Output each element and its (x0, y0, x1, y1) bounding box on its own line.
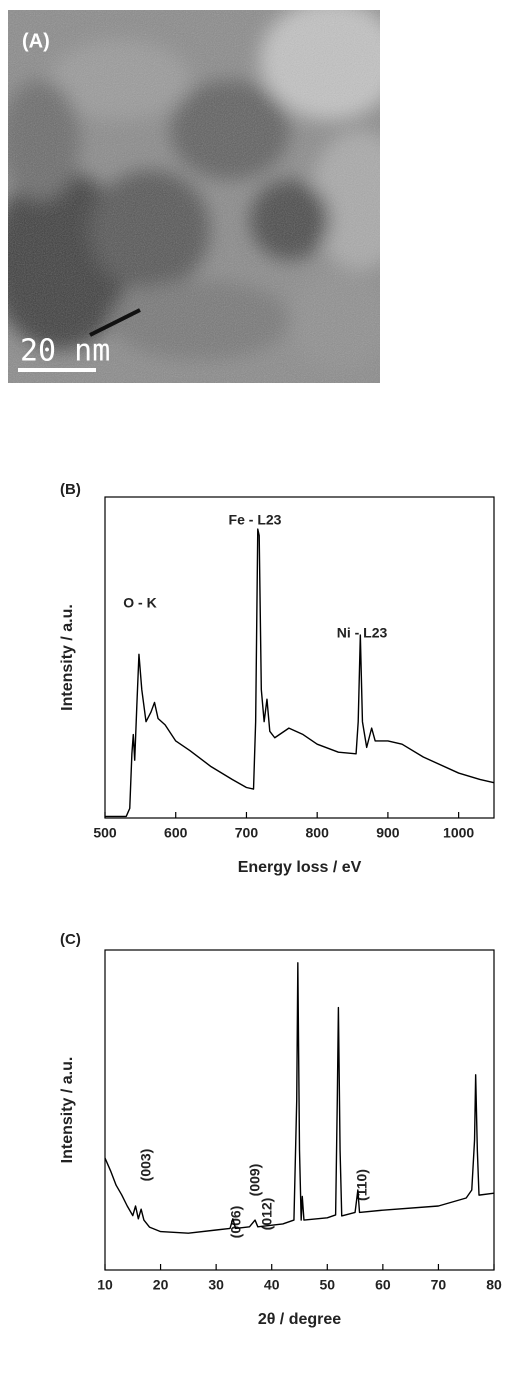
y-axis-label: Intensity / a.u. (59, 1057, 76, 1164)
panel-label: (C) (60, 931, 81, 948)
x-tick-label: 600 (164, 825, 188, 841)
x-axis-label: Energy loss / eV (238, 859, 362, 876)
plot-frame (104, 949, 495, 1271)
spectrum-line (104, 962, 495, 1234)
x-tick-label: 500 (93, 825, 117, 841)
x-tick-label: 30 (208, 1277, 224, 1293)
peak-annotation: (006) (228, 1206, 244, 1239)
x-tick-label: 20 (153, 1277, 169, 1293)
x-tick-label: 80 (486, 1277, 502, 1293)
y-axis-label: Intensity / a.u. (59, 604, 76, 711)
x-tick-label: 800 (306, 825, 330, 841)
spectrum-line (105, 528, 495, 818)
x-tick-label: 10 (97, 1277, 113, 1293)
peak-annotation: O - K (123, 595, 156, 611)
plot-frame (104, 496, 495, 819)
tem-image: (A) 20 nm (8, 10, 380, 383)
peak-annotation: (012) (259, 1198, 275, 1231)
scale-bar-label: 20 nm (20, 334, 110, 369)
peak-annotation: (009) (247, 1164, 263, 1197)
x-tick-label: 40 (264, 1277, 280, 1293)
x-tick-label: 60 (375, 1277, 391, 1293)
x-tick-label: 700 (235, 825, 259, 841)
peak-annotation: Ni - L23 (337, 625, 388, 641)
panel-label: (B) (60, 481, 81, 498)
peak-annotation: (003) (138, 1149, 154, 1182)
x-tick-label: 900 (376, 825, 400, 841)
peak-annotation: Fe - L23 (229, 512, 282, 528)
scale-bar (18, 368, 96, 372)
x-axis-label: 2θ / degree (258, 1311, 341, 1328)
x-tick-label: 70 (431, 1277, 447, 1293)
image-label: (A) (22, 30, 50, 52)
x-tick-label: 50 (319, 1277, 335, 1293)
peak-annotation: (110) (354, 1169, 370, 1201)
x-tick-label: 1000 (443, 825, 474, 841)
